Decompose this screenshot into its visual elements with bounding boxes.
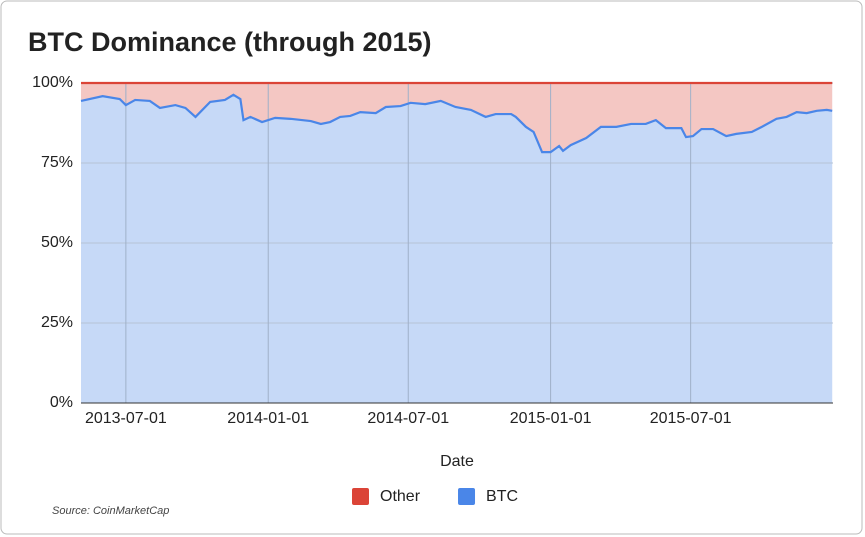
legend-swatch [352, 488, 369, 505]
y-tick-label: 25% [41, 314, 73, 331]
x-tick-label: 2014-01-01 [227, 410, 309, 427]
legend-label: BTC [486, 488, 518, 505]
y-tick-label: 75% [41, 154, 73, 171]
x-tick-label: 2015-01-01 [510, 410, 592, 427]
y-tick-label: 50% [41, 234, 73, 251]
chart-title: BTC Dominance (through 2015) [28, 27, 432, 57]
x-tick-label: 2014-07-01 [367, 410, 449, 427]
y-tick-label: 0% [50, 394, 73, 411]
source-note: Source: CoinMarketCap [52, 505, 169, 517]
area-line [80, 93, 833, 154]
x-tick-label: 2015-07-01 [650, 410, 732, 427]
x-tick-label: 2013-07-01 [85, 410, 167, 427]
x-axis-label: Date [440, 453, 474, 470]
y-tick-label: 100% [32, 74, 73, 91]
legend-label: Other [380, 488, 421, 505]
legend-swatch [458, 488, 476, 505]
area-fill [81, 94, 833, 403]
area-fill [81, 83, 833, 153]
